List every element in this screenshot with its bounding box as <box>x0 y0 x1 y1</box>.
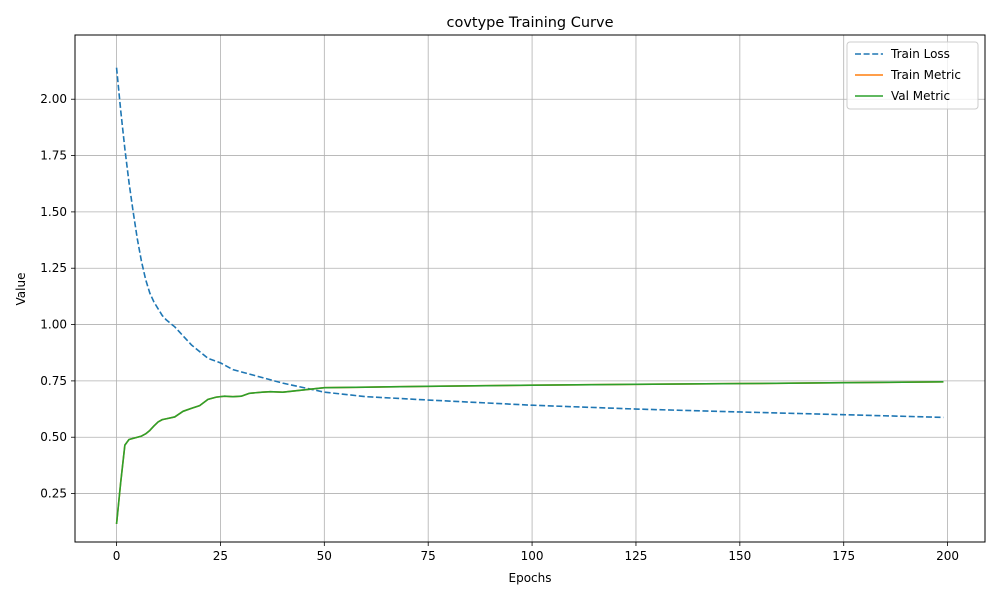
legend-box <box>846 41 979 110</box>
x-tick-label: 100 <box>521 549 544 563</box>
x-tick-label: 25 <box>213 549 228 563</box>
chart-title: covtype Training Curve <box>446 15 613 31</box>
grid-lines <box>75 35 985 542</box>
y-tick-label: 1.75 <box>40 149 67 163</box>
x-axis: 0 25 50 75 100 125 150 175 200 <box>113 542 959 563</box>
x-tick-label: 0 <box>113 549 121 563</box>
x-tick-label: 50 <box>317 549 332 563</box>
legend-label: Train Metric <box>890 68 961 82</box>
y-tick-label: 1.50 <box>40 205 67 219</box>
y-tick-label: 1.25 <box>40 261 67 275</box>
y-axis-label: Value <box>14 273 28 306</box>
y-tick-label: 0.75 <box>40 374 67 388</box>
series-line-val-metric <box>115 380 944 525</box>
series-line-train-loss <box>115 67 944 419</box>
x-tick-label: 150 <box>728 549 751 563</box>
plot-frame <box>74 34 986 543</box>
y-tick-label: 0.25 <box>40 487 67 501</box>
legend-label: Train Loss <box>890 47 950 61</box>
x-axis-label: Epochs <box>509 571 552 585</box>
x-tick-label: 175 <box>832 549 855 563</box>
x-tick-label: 75 <box>421 549 436 563</box>
y-axis: 0.25 0.50 0.75 1.00 1.25 1.50 1.75 2.00 <box>40 92 75 501</box>
legend-label: Val Metric <box>891 89 950 103</box>
series-layer <box>115 67 944 525</box>
x-tick-label: 125 <box>625 549 648 563</box>
x-tick-label: 200 <box>936 549 959 563</box>
y-tick-label: 1.00 <box>40 318 67 332</box>
y-tick-label: 2.00 <box>40 92 67 106</box>
y-tick-label: 0.50 <box>40 430 67 444</box>
legend: Train Loss Train Metric Val Metric <box>846 41 979 110</box>
